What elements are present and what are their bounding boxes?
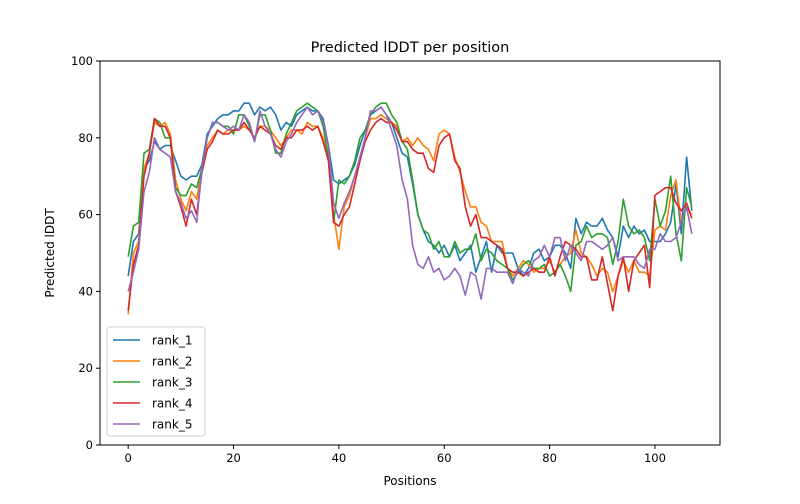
legend-box [106,326,206,437]
y-tick-label: 60 [78,208,93,222]
y-tick-label: 20 [78,361,93,375]
y-axis-label: Predicted lDDT [43,208,57,298]
x-tick-label: 20 [226,451,241,465]
series-line-rank_1 [127,102,693,277]
series-lines [127,102,693,315]
y-tick-label: 80 [78,131,93,145]
legend: rank_1 rank_2 rank_3 rank_4 rank_5 [106,326,206,437]
series-line-rank_4 [127,117,693,312]
x-axis-ticks: 0 20 40 60 80 100 [125,445,666,465]
x-tick-label: 0 [125,451,132,465]
y-axis-ticks: 0 20 40 60 80 100 [71,54,100,452]
y-tick-label: 100 [71,54,93,68]
x-tick-label: 100 [644,451,666,465]
x-axis-label: Positions [384,474,437,488]
y-tick-label: 40 [78,284,93,298]
series-line-rank_5 [127,106,693,300]
y-tick-label: 0 [86,438,93,452]
legend-label-rank_3: rank_3 [152,376,192,390]
series-line-rank_3 [127,102,693,293]
plot-area-frame [99,60,721,446]
legend-label-rank_4: rank_4 [152,397,192,411]
x-tick-label: 80 [542,451,557,465]
legend-label-rank_5: rank_5 [152,418,192,432]
legend-label-rank_2: rank_2 [152,355,192,369]
legend-label-rank_1: rank_1 [152,334,192,348]
x-tick-label: 40 [332,451,347,465]
x-tick-label: 60 [437,451,452,465]
chart-title: Predicted lDDT per position [311,40,510,56]
